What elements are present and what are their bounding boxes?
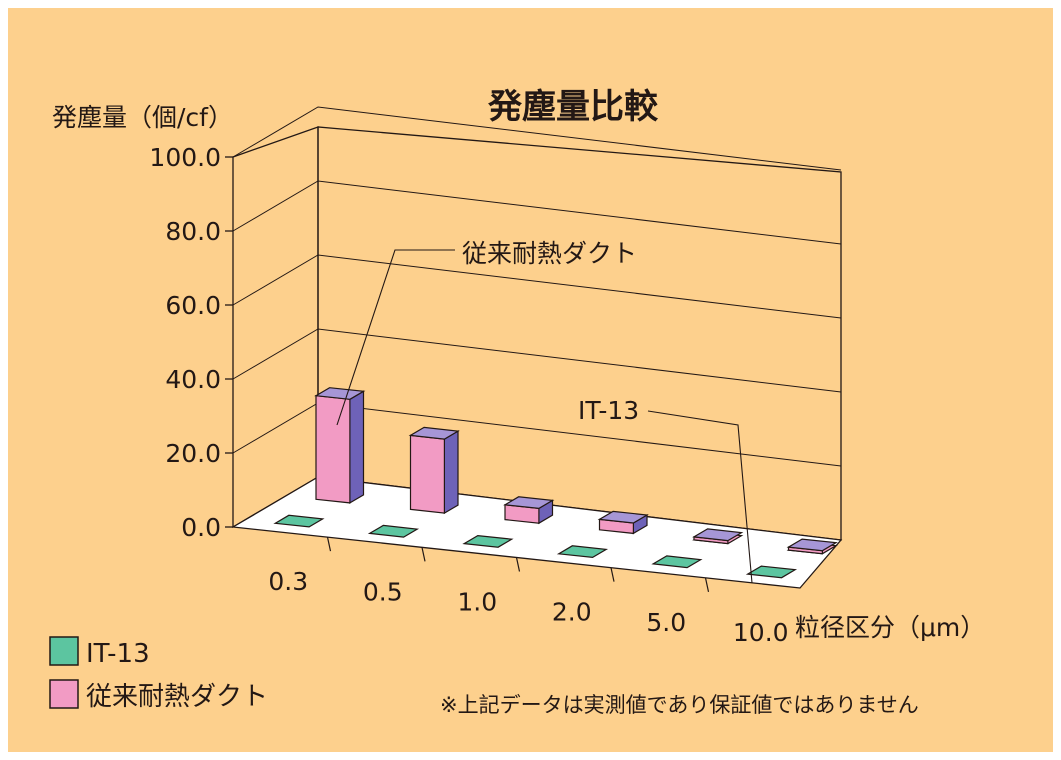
annotation-conventional-duct: 従来耐熱ダクト [462,239,637,268]
annotation-leaders [336,249,753,584]
x-tick-labels: 0.3 0.5 1.0 2.0 5.0 10.0 [268,567,788,647]
x-tick-label: 10.0 [733,618,789,647]
series-conventional-duct [314,387,838,555]
legend-swatch-conventional-duct [49,679,79,709]
annotation-it-13: IT-13 [578,396,639,425]
x-axis-label: 粒径区分（μm） [795,613,985,642]
bar-it-13 [651,555,703,569]
leader-conventional-duct [336,249,455,426]
x-tick-label: 0.3 [268,567,308,596]
y-tick-label: 80.0 [165,217,221,246]
bar-it-13 [367,524,420,538]
x-tick [326,537,332,552]
back-wall [317,126,842,541]
legend-swatch-it-13 [49,636,79,666]
x-tick-label: 1.0 [457,587,497,616]
x-tick-label: 2.0 [552,598,592,627]
legend-label-it-13: IT-13 [86,639,150,669]
bar-conventional-duct [314,387,366,504]
bar-conventional-duct [597,510,649,535]
gridline [232,106,842,171]
x-tick [515,557,521,572]
y-tick-label: 40.0 [165,365,221,394]
y-tick-label: 100.0 [149,143,221,172]
x-tick-label: 5.0 [646,608,686,637]
y-tick-label: 0.0 [181,513,221,542]
series-it-13 [273,514,798,579]
y-tick-label: 60.0 [165,291,221,320]
bar-it-13 [273,514,325,528]
bar-it-13 [745,565,798,579]
y-tick-labels: 0.0 20.0 40.0 60.0 80.0 100.0 [149,143,221,542]
x-tick [421,547,426,562]
bar-conventional-duct [408,426,460,515]
y-tick-label: 20.0 [165,439,221,468]
y-axis-label: 発塵量（個/cf） [52,103,233,132]
bar-it-13 [556,545,609,559]
legend-label-conventional-duct: 従来耐熱ダクト [86,682,268,712]
legend: IT-13 従来耐熱ダクト [49,636,268,712]
chart-title: 発塵量比較 [488,87,659,127]
gridline [232,180,842,245]
left-wall [232,126,319,529]
footnote: ※上記データは実測値であり保証値ではありません [440,693,919,717]
x-tick-label: 0.5 [363,577,403,606]
leader-it-13 [647,410,753,584]
chart-panel [8,8,1053,752]
x-tick [610,567,615,582]
bar-conventional-duct [503,496,555,525]
bar-conventional-duct [692,528,744,545]
bar-conventional-duct [786,538,838,555]
x-tick [704,577,710,592]
gridline [232,328,842,393]
bar-it-13 [462,534,514,548]
